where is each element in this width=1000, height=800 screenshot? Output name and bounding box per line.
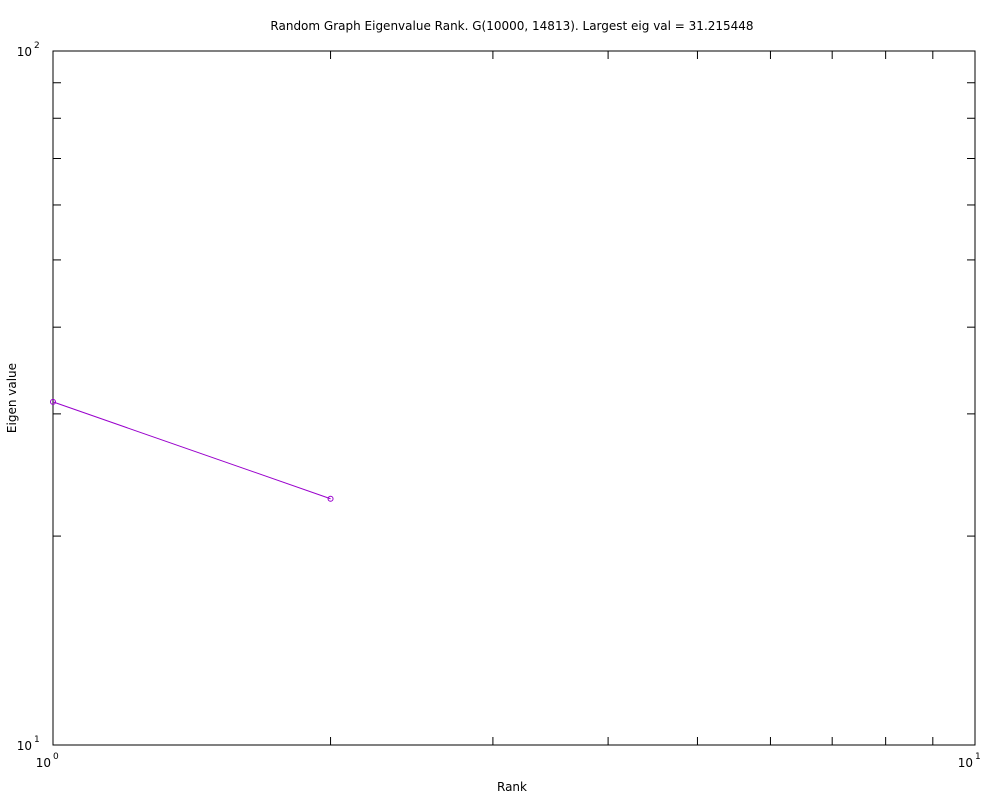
data-point-marker bbox=[50, 398, 56, 405]
x-tick-label-max: 10 bbox=[958, 756, 973, 770]
x-axis-label: Rank bbox=[497, 780, 527, 794]
y-tick-label-min: 10 bbox=[17, 739, 32, 753]
axis-ticks bbox=[53, 51, 975, 745]
x-tick-label-max-exp: 1 bbox=[975, 752, 981, 762]
chart-title: Random Graph Eigenvalue Rank. G(10000, 1… bbox=[270, 19, 753, 33]
plot-area-frame bbox=[52, 50, 976, 746]
y-tick-label-min-exp: 1 bbox=[34, 735, 40, 745]
x-tick-label-min-exp: 0 bbox=[53, 752, 59, 762]
series-line bbox=[52, 401, 331, 500]
series-marks bbox=[50, 398, 334, 502]
y-tick-label-max-exp: 2 bbox=[34, 41, 40, 51]
data-point-marker bbox=[327, 495, 334, 502]
x-tick-label-min: 10 bbox=[36, 756, 51, 770]
y-axis-label: Eigen value bbox=[5, 363, 19, 433]
y-tick-label-max: 10 bbox=[17, 45, 32, 59]
